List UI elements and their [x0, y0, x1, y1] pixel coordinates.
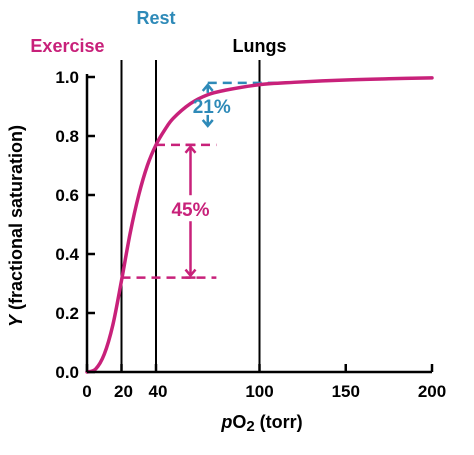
arrow-45: 45% — [166, 143, 215, 279]
chart-labels: Exercise Rest Lungs — [30, 8, 286, 56]
x-tick-label: 0 — [82, 382, 91, 401]
x-tick-label: 150 — [332, 382, 360, 401]
y-tick-label: 1.0 — [55, 68, 79, 87]
y-tick-label: 0.0 — [55, 363, 79, 382]
x-tick-label: 40 — [149, 382, 168, 401]
x-tick-label: 100 — [245, 382, 273, 401]
x-axis-title: pO2 (torr) — [220, 412, 302, 435]
y-axis-ticks: 0.0 0.2 0.4 0.6 0.8 1.0 — [55, 68, 95, 382]
x-axis-title-sub: 2 — [246, 418, 254, 435]
condition-lines — [120, 60, 261, 372]
y-tick-label: 0.2 — [55, 304, 79, 323]
label-45-percent: 45% — [171, 200, 209, 221]
arrow-21: 21% — [193, 82, 231, 128]
label-exercise: Exercise — [30, 36, 104, 56]
y-axis-title-rest: (fractional saturation) — [6, 125, 26, 315]
x-axis-ticks: 0 20 40 100 150 200 — [82, 364, 446, 401]
difference-arrows: 45% 21% — [166, 82, 231, 279]
saturation-curve — [85, 76, 434, 374]
label-21-percent: 21% — [193, 97, 231, 118]
x-axis-title-p: p — [220, 412, 232, 432]
x-axis-title-unit: (torr) — [255, 412, 303, 432]
x-tick-label: 200 — [418, 382, 446, 401]
curve-line — [85, 76, 434, 374]
y-tick-label: 0.8 — [55, 127, 79, 146]
x-tick-label: 20 — [114, 382, 133, 401]
y-tick-label: 0.6 — [55, 186, 79, 205]
label-lungs: Lungs — [233, 36, 287, 56]
x-axis-title-o: O — [232, 412, 246, 432]
y-tick-label: 0.4 — [55, 245, 79, 264]
y-axis-title: Y (fractional saturation) — [6, 125, 26, 327]
label-rest: Rest — [136, 8, 175, 28]
y-axis-title-y: Y — [6, 313, 26, 327]
